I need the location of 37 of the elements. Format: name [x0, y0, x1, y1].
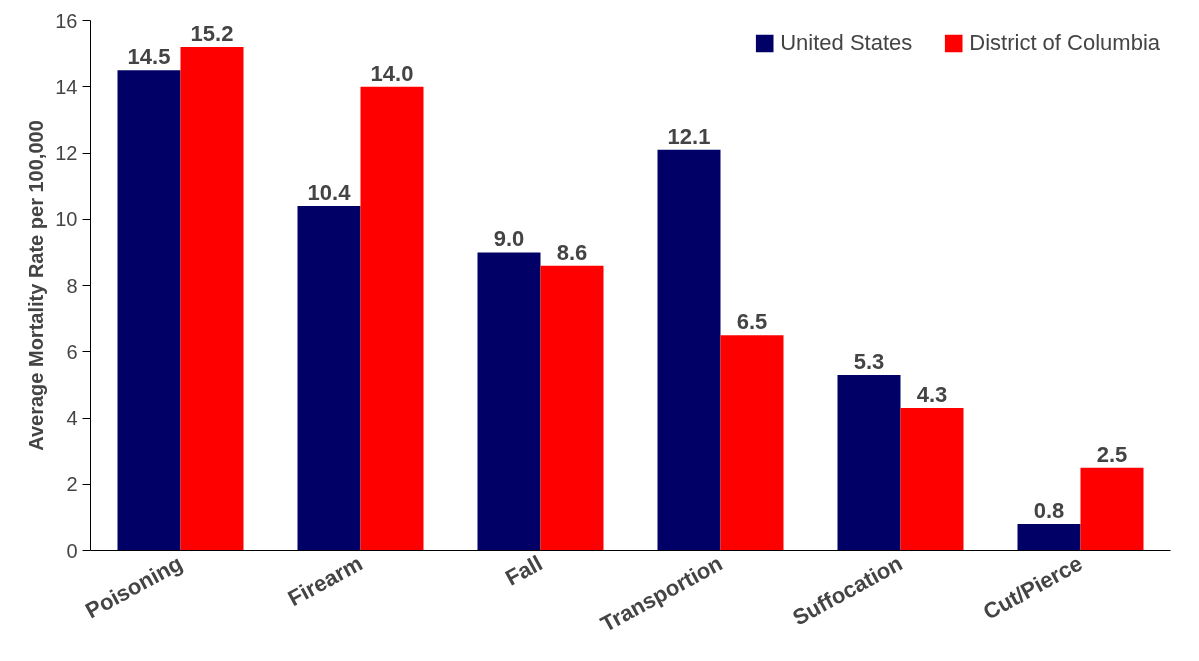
y-tick-label: 4: [66, 407, 78, 429]
data-label: 8.6: [556, 239, 588, 265]
bar: [1017, 524, 1081, 551]
bar: [1080, 467, 1144, 551]
y-tick-label: 16: [55, 9, 78, 32]
bar: [360, 86, 424, 551]
y-tick-label: 12: [55, 142, 78, 164]
data-label: 0.8: [1033, 498, 1065, 523]
y-axis-title: Average Mortality Rate per 100,000: [25, 120, 48, 451]
bar: [117, 70, 181, 551]
y-tick-label: 10: [55, 208, 78, 231]
legend-label: United States: [780, 30, 913, 56]
data-label: 10.4: [307, 180, 352, 205]
data-label: 6.5: [736, 309, 768, 335]
bar: [540, 265, 604, 551]
bar: [900, 408, 964, 551]
bar: [180, 47, 244, 551]
data-label: 9.0: [493, 226, 525, 252]
data-label: 15.2: [190, 21, 234, 46]
y-tick-label: 6: [66, 340, 78, 363]
data-label: 14.0: [370, 60, 414, 86]
y-tick-label: 8: [66, 274, 78, 297]
bar: [720, 335, 784, 551]
bar: [477, 252, 541, 551]
data-label: 2.5: [1096, 441, 1128, 467]
bar: [657, 149, 721, 551]
data-label: 5.3: [853, 348, 885, 374]
data-label: 4.3: [916, 382, 948, 408]
y-tick-label: 2: [66, 473, 78, 496]
data-label: 12.1: [667, 123, 711, 149]
bar: [297, 206, 361, 551]
x-tick-label: Fall: [501, 550, 547, 591]
y-tick-label: 14: [55, 75, 78, 98]
legend-label: District of Columbia: [969, 30, 1160, 56]
y-tick-label: 0: [66, 539, 78, 562]
data-label: 14.5: [127, 44, 171, 70]
bar: [837, 374, 901, 551]
